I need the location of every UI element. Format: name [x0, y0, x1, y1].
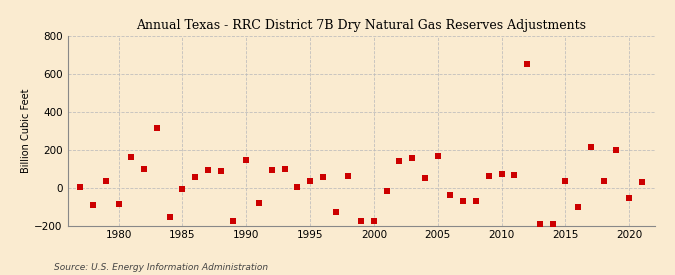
- Text: Source: U.S. Energy Information Administration: Source: U.S. Energy Information Administ…: [54, 263, 268, 272]
- Point: [304, 179, 315, 183]
- Point: [177, 187, 188, 192]
- Point: [458, 199, 468, 203]
- Point: [254, 200, 265, 205]
- Point: [509, 173, 520, 177]
- Point: [151, 126, 162, 130]
- Point: [138, 166, 149, 171]
- Point: [101, 179, 111, 183]
- Point: [113, 202, 124, 206]
- Point: [560, 179, 571, 183]
- Point: [535, 221, 545, 226]
- Point: [598, 179, 609, 183]
- Point: [496, 172, 507, 177]
- Point: [215, 169, 226, 174]
- Point: [407, 156, 418, 160]
- Point: [445, 193, 456, 197]
- Point: [420, 176, 431, 180]
- Point: [624, 196, 634, 200]
- Y-axis label: Billion Cubic Feet: Billion Cubic Feet: [22, 88, 32, 173]
- Point: [75, 185, 86, 189]
- Point: [241, 158, 252, 162]
- Point: [611, 147, 622, 152]
- Point: [573, 204, 584, 209]
- Point: [164, 215, 175, 219]
- Point: [190, 175, 200, 179]
- Point: [292, 185, 302, 189]
- Point: [356, 219, 367, 223]
- Point: [432, 154, 443, 158]
- Point: [202, 167, 213, 172]
- Point: [369, 219, 379, 223]
- Point: [547, 221, 558, 226]
- Point: [522, 62, 533, 66]
- Point: [483, 174, 494, 178]
- Point: [88, 202, 99, 207]
- Point: [267, 167, 277, 172]
- Point: [330, 210, 341, 214]
- Point: [470, 199, 481, 203]
- Point: [381, 189, 392, 194]
- Point: [317, 175, 328, 179]
- Title: Annual Texas - RRC District 7B Dry Natural Gas Reserves Adjustments: Annual Texas - RRC District 7B Dry Natur…: [136, 19, 586, 32]
- Point: [126, 155, 137, 160]
- Point: [585, 145, 596, 149]
- Point: [394, 159, 405, 163]
- Point: [279, 166, 290, 171]
- Point: [228, 219, 239, 223]
- Point: [637, 180, 647, 184]
- Point: [343, 174, 354, 178]
